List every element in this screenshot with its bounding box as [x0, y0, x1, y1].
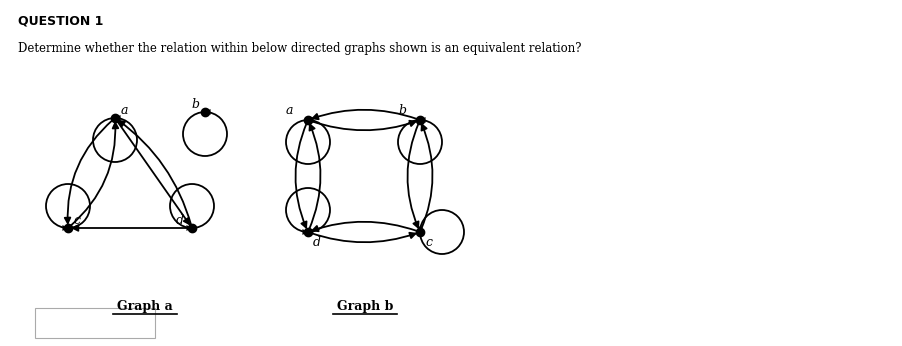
Text: c: c: [425, 236, 431, 248]
Text: QUESTION 1: QUESTION 1: [18, 14, 103, 27]
Text: c: c: [73, 213, 80, 227]
Text: a: a: [121, 103, 128, 117]
Text: b: b: [398, 103, 406, 117]
Text: d: d: [313, 236, 320, 248]
Text: a: a: [286, 103, 293, 117]
Text: Graph a: Graph a: [117, 300, 172, 313]
FancyBboxPatch shape: [35, 308, 155, 338]
Text: Graph b: Graph b: [336, 300, 392, 313]
Text: b: b: [191, 98, 198, 110]
Text: Determine whether the relation within below directed graphs shown is an equivale: Determine whether the relation within be…: [18, 42, 581, 55]
Text: d: d: [176, 213, 184, 227]
